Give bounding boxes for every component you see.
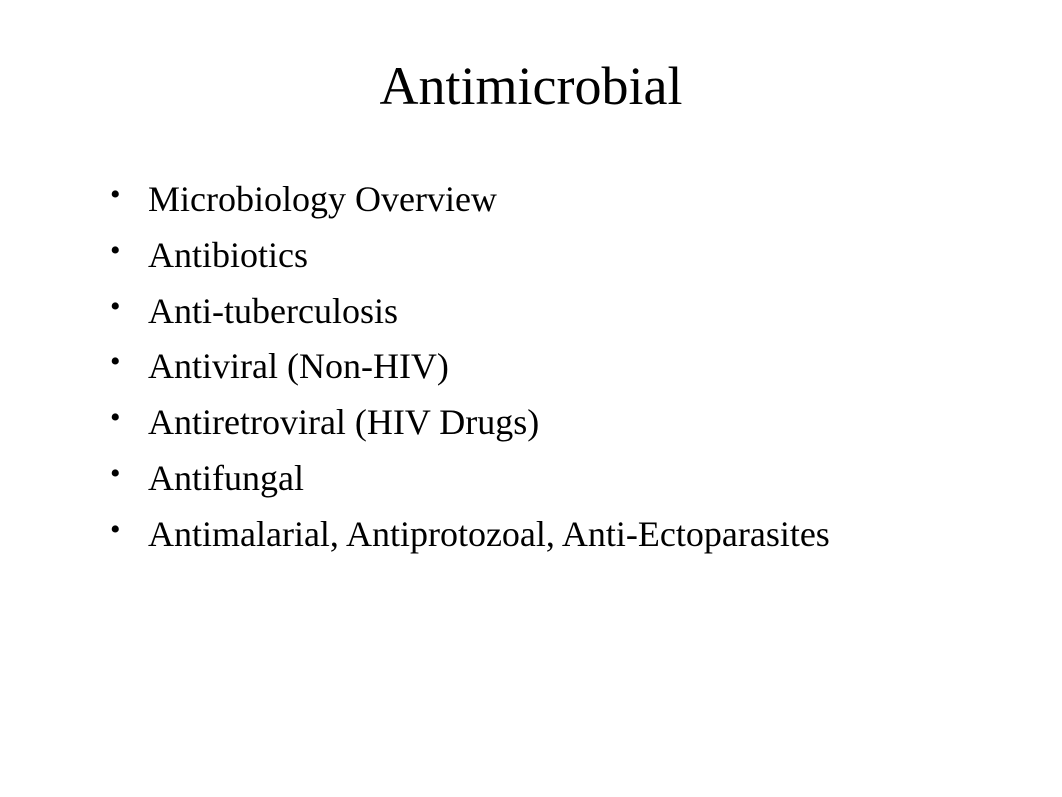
slide-title: Antimicrobial xyxy=(80,55,982,117)
bullet-item: Anti-tuberculosis xyxy=(110,284,982,340)
bullet-list: Microbiology Overview Antibiotics Anti-t… xyxy=(80,172,982,563)
bullet-item: Antibiotics xyxy=(110,228,982,284)
bullet-item: Antiviral (Non-HIV) xyxy=(110,339,982,395)
bullet-item: Microbiology Overview xyxy=(110,172,982,228)
bullet-item: Antimalarial, Antiprotozoal, Anti-Ectopa… xyxy=(110,507,982,563)
slide-container: Antimicrobial Microbiology Overview Anti… xyxy=(0,0,1062,797)
bullet-item: Antifungal xyxy=(110,451,982,507)
bullet-item: Antiretroviral (HIV Drugs) xyxy=(110,395,982,451)
